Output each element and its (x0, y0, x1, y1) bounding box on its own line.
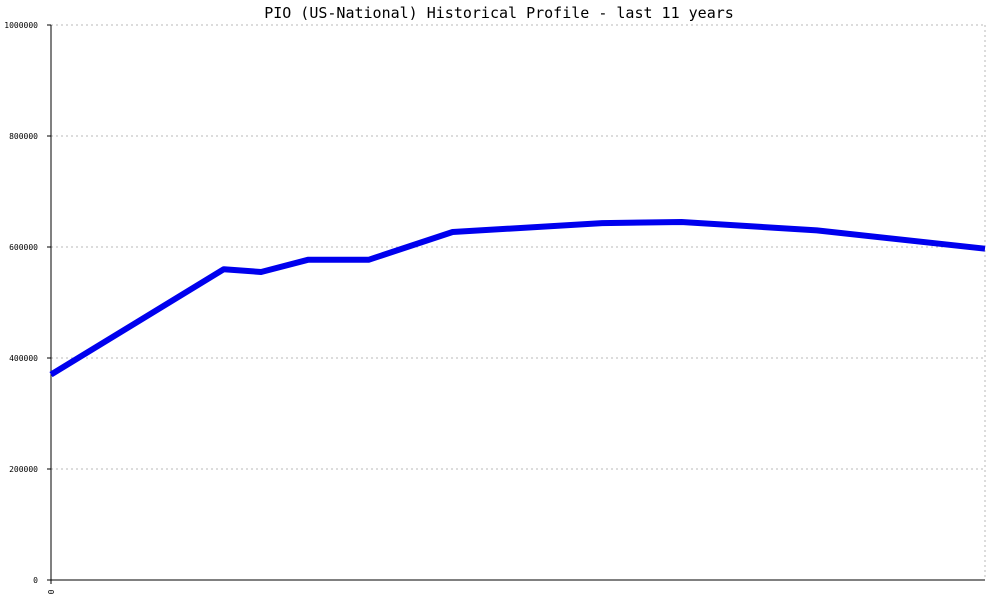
y-tick-label: 800000 (9, 132, 38, 141)
y-tick-label: 200000 (9, 465, 38, 474)
x-tick-labels: 0 (47, 589, 56, 594)
y-tick-label: 0 (33, 576, 38, 585)
chart-title: PIO (US-National) Historical Profile - l… (264, 4, 734, 22)
x-tick-label: 0 (47, 589, 56, 594)
series-line (49, 219, 986, 378)
y-tick-label: 600000 (9, 243, 38, 252)
y-tick-label: 1000000 (4, 21, 38, 30)
gridlines (51, 24, 986, 580)
series-lines (49, 219, 986, 378)
y-tick-label: 400000 (9, 354, 38, 363)
axes (47, 24, 985, 584)
y-tick-labels: 0 200000 400000 600000 800000 1000000 (4, 21, 38, 585)
